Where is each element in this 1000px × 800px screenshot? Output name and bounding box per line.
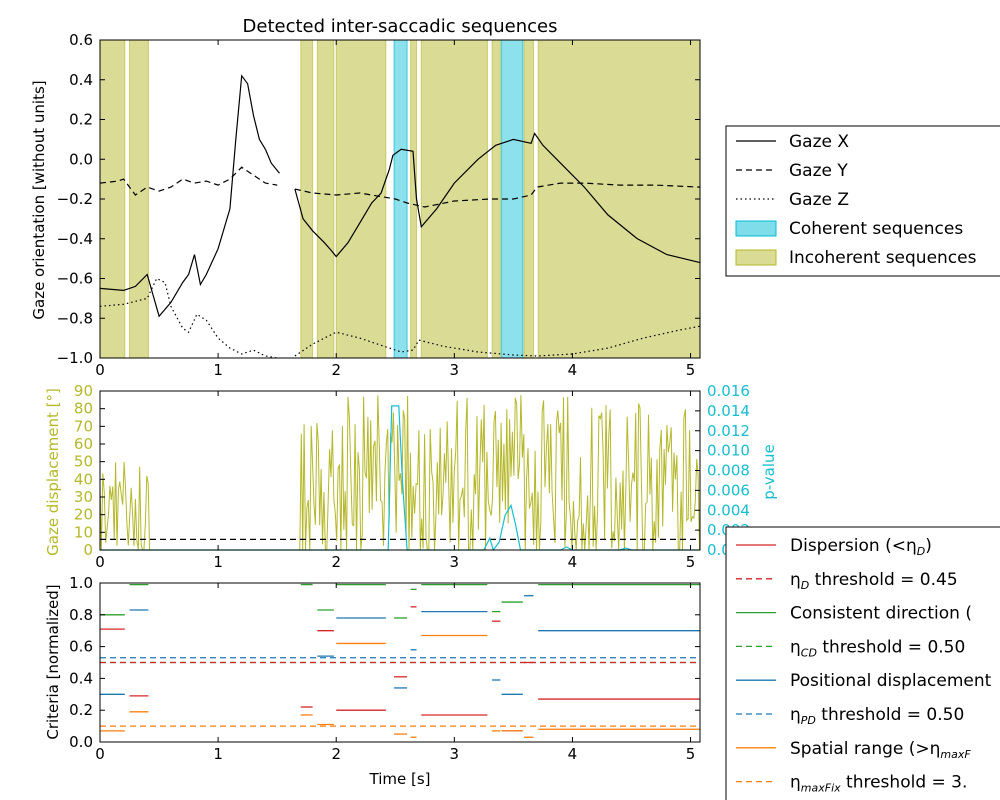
top-y-tick-label: −0.6 [57, 270, 93, 288]
top-legend-label: Gaze X [789, 132, 849, 152]
bottom-x-tick-label: 0 [95, 745, 105, 763]
middle-right-y-tick-label: 0.004 [707, 501, 750, 519]
bottom-legend-box [725, 526, 1000, 800]
bottom-x-tick-label: 5 [686, 745, 696, 763]
middle-x-tick-label: 5 [686, 553, 696, 571]
bottom-y-tick-label: 0.4 [69, 669, 93, 687]
middle-x-tick-label: 3 [450, 553, 460, 571]
top-y-tick-label: −0.2 [57, 190, 93, 208]
top-y-axis-label: Gaze orientation [without units] [30, 80, 48, 319]
bottom-y-tick-label: 0.0 [69, 733, 93, 751]
middle-y-tick-label: 60 [74, 435, 93, 453]
top-y-tick-label: 0.2 [69, 111, 93, 129]
series-gaze-y-line [99, 166, 278, 196]
top-legend-label: Gaze Y [789, 161, 848, 181]
bottom-legend-label: Consistent direction ( [790, 604, 972, 624]
middle-x-tick-label: 4 [568, 553, 578, 571]
top-x-tick-label: 5 [686, 361, 696, 379]
bottom-legend-label: Spatial range (>ηmaxF [790, 739, 971, 761]
middle-right-y-tick-label: 0.014 [707, 402, 750, 420]
top-legend-label: Coherent sequences [789, 219, 963, 239]
top-legend-label: Gaze Z [789, 190, 849, 210]
top-y-tick-label: −1.0 [57, 349, 93, 367]
top-x-tick-label: 1 [213, 361, 223, 379]
bottom-legend-label: ηCD threshold = 0.50 [790, 637, 965, 659]
middle-x-tick-label: 2 [331, 553, 341, 571]
middle-y-tick-label: 20 [74, 506, 93, 524]
bottom-legend-label: ηmaxFix threshold = 3. [790, 773, 967, 795]
middle-y-tick-label: 70 [74, 417, 93, 435]
incoherent-sequence-span [129, 39, 149, 359]
legend-swatch-patch [735, 249, 777, 266]
bottom-y-tick-label: 0.8 [69, 606, 93, 624]
top-y-tick-label: 0.0 [69, 150, 93, 168]
top-x-tick-label: 0 [95, 361, 105, 379]
top-y-tick-label: 0.6 [69, 31, 93, 49]
middle-right-y-tick-label: 0.008 [707, 462, 750, 480]
bottom-x-axis-label: Time [s] [369, 770, 431, 788]
bottom-x-tick-label: 1 [213, 745, 223, 763]
middle-right-y-tick-label: 0.006 [707, 481, 750, 499]
top-x-tick-label: 3 [450, 361, 460, 379]
bottom-legend: Dispersion (<ηD) ηD threshold = 0.45 Consi… [725, 526, 1000, 800]
incoherent-sequence-span [300, 39, 314, 359]
bottom-legend-label: ηD threshold = 0.45 [790, 570, 958, 592]
bottom-plot-frame [99, 582, 701, 743]
middle-y-tick-label: 30 [74, 488, 93, 506]
middle-right-y-axis-label: p-value [760, 444, 778, 500]
middle-y-tick-label: 10 [74, 523, 93, 541]
bottom-x-tick-label: 4 [568, 745, 578, 763]
series-gaze-x-line [99, 74, 280, 318]
middle-y-tick-label: 90 [74, 382, 93, 400]
top-legend-label: Incoherent sequences [789, 248, 977, 268]
bottom-x-tick-label: 3 [450, 745, 460, 763]
top-x-tick-label: 2 [331, 361, 341, 379]
middle-right-y-tick-label: 0.010 [707, 442, 750, 460]
bottom-y-tick-label: 0.2 [69, 701, 93, 719]
series-gaze-x-line [294, 132, 701, 264]
bottom-y-axis-label: Criteria [normalized] [44, 584, 62, 739]
middle-right-y-tick-label: 0.012 [707, 422, 750, 440]
middle-panel: 01234501020304050607080900.0000.0020.004… [44, 382, 778, 571]
bottom-legend-label: Dispersion (<ηD) [790, 536, 932, 558]
middle-x-tick-label: 0 [95, 553, 105, 571]
top-chart-title: Detected inter-saccadic sequences [243, 16, 558, 37]
bottom-legend-label: ηPD threshold = 0.50 [790, 705, 964, 727]
top-legend: Gaze X Gaze Y Gaze Z Coherent sequences Inco… [725, 125, 1000, 277]
middle-x-tick-label: 1 [213, 553, 223, 571]
incoherent-sequence-span [316, 39, 335, 359]
bottom-x-tick-label: 2 [331, 745, 341, 763]
bottom-y-tick-label: 0.6 [69, 638, 93, 656]
bottom-panel: 0 1 2 3 4 5 0.0 0.2 0.4 0.6 0.8 1.0 Criteria [norma… [44, 526, 1000, 800]
incoherent-sequence-span [335, 39, 387, 359]
middle-right-y-tick-label: 0.016 [707, 382, 750, 400]
incoherent-sequence-span [420, 39, 488, 359]
middle-y-tick-label: 80 [74, 400, 93, 418]
middle-y-axis-label: Gaze displacement [°] [44, 388, 62, 556]
middle-y-tick-label: 40 [74, 470, 93, 488]
incoherent-sequence-span [410, 39, 418, 359]
top-panel: Detected inter-saccadic sequences 0 1 2 3 4 5… [30, 16, 1000, 379]
incoherent-sequence-span [523, 39, 534, 359]
legend-swatch-patch [735, 220, 777, 237]
top-y-tick-label: 0.4 [69, 71, 93, 89]
series-gaze-y-line [294, 182, 701, 208]
top-x-tick-label: 4 [568, 361, 578, 379]
top-y-tick-label: −0.4 [57, 230, 93, 248]
bottom-y-tick-label: 1.0 [69, 574, 93, 592]
bottom-legend-label: Positional displacement [790, 671, 992, 691]
middle-y-tick-label: 50 [74, 453, 93, 471]
series-gaze-z-line [294, 325, 701, 357]
incoherent-sequence-span [537, 39, 701, 359]
middle-y-tick-label: 0 [83, 541, 93, 559]
series-gaze-z-line [99, 277, 278, 359]
top-y-tick-label: −0.8 [57, 309, 93, 327]
